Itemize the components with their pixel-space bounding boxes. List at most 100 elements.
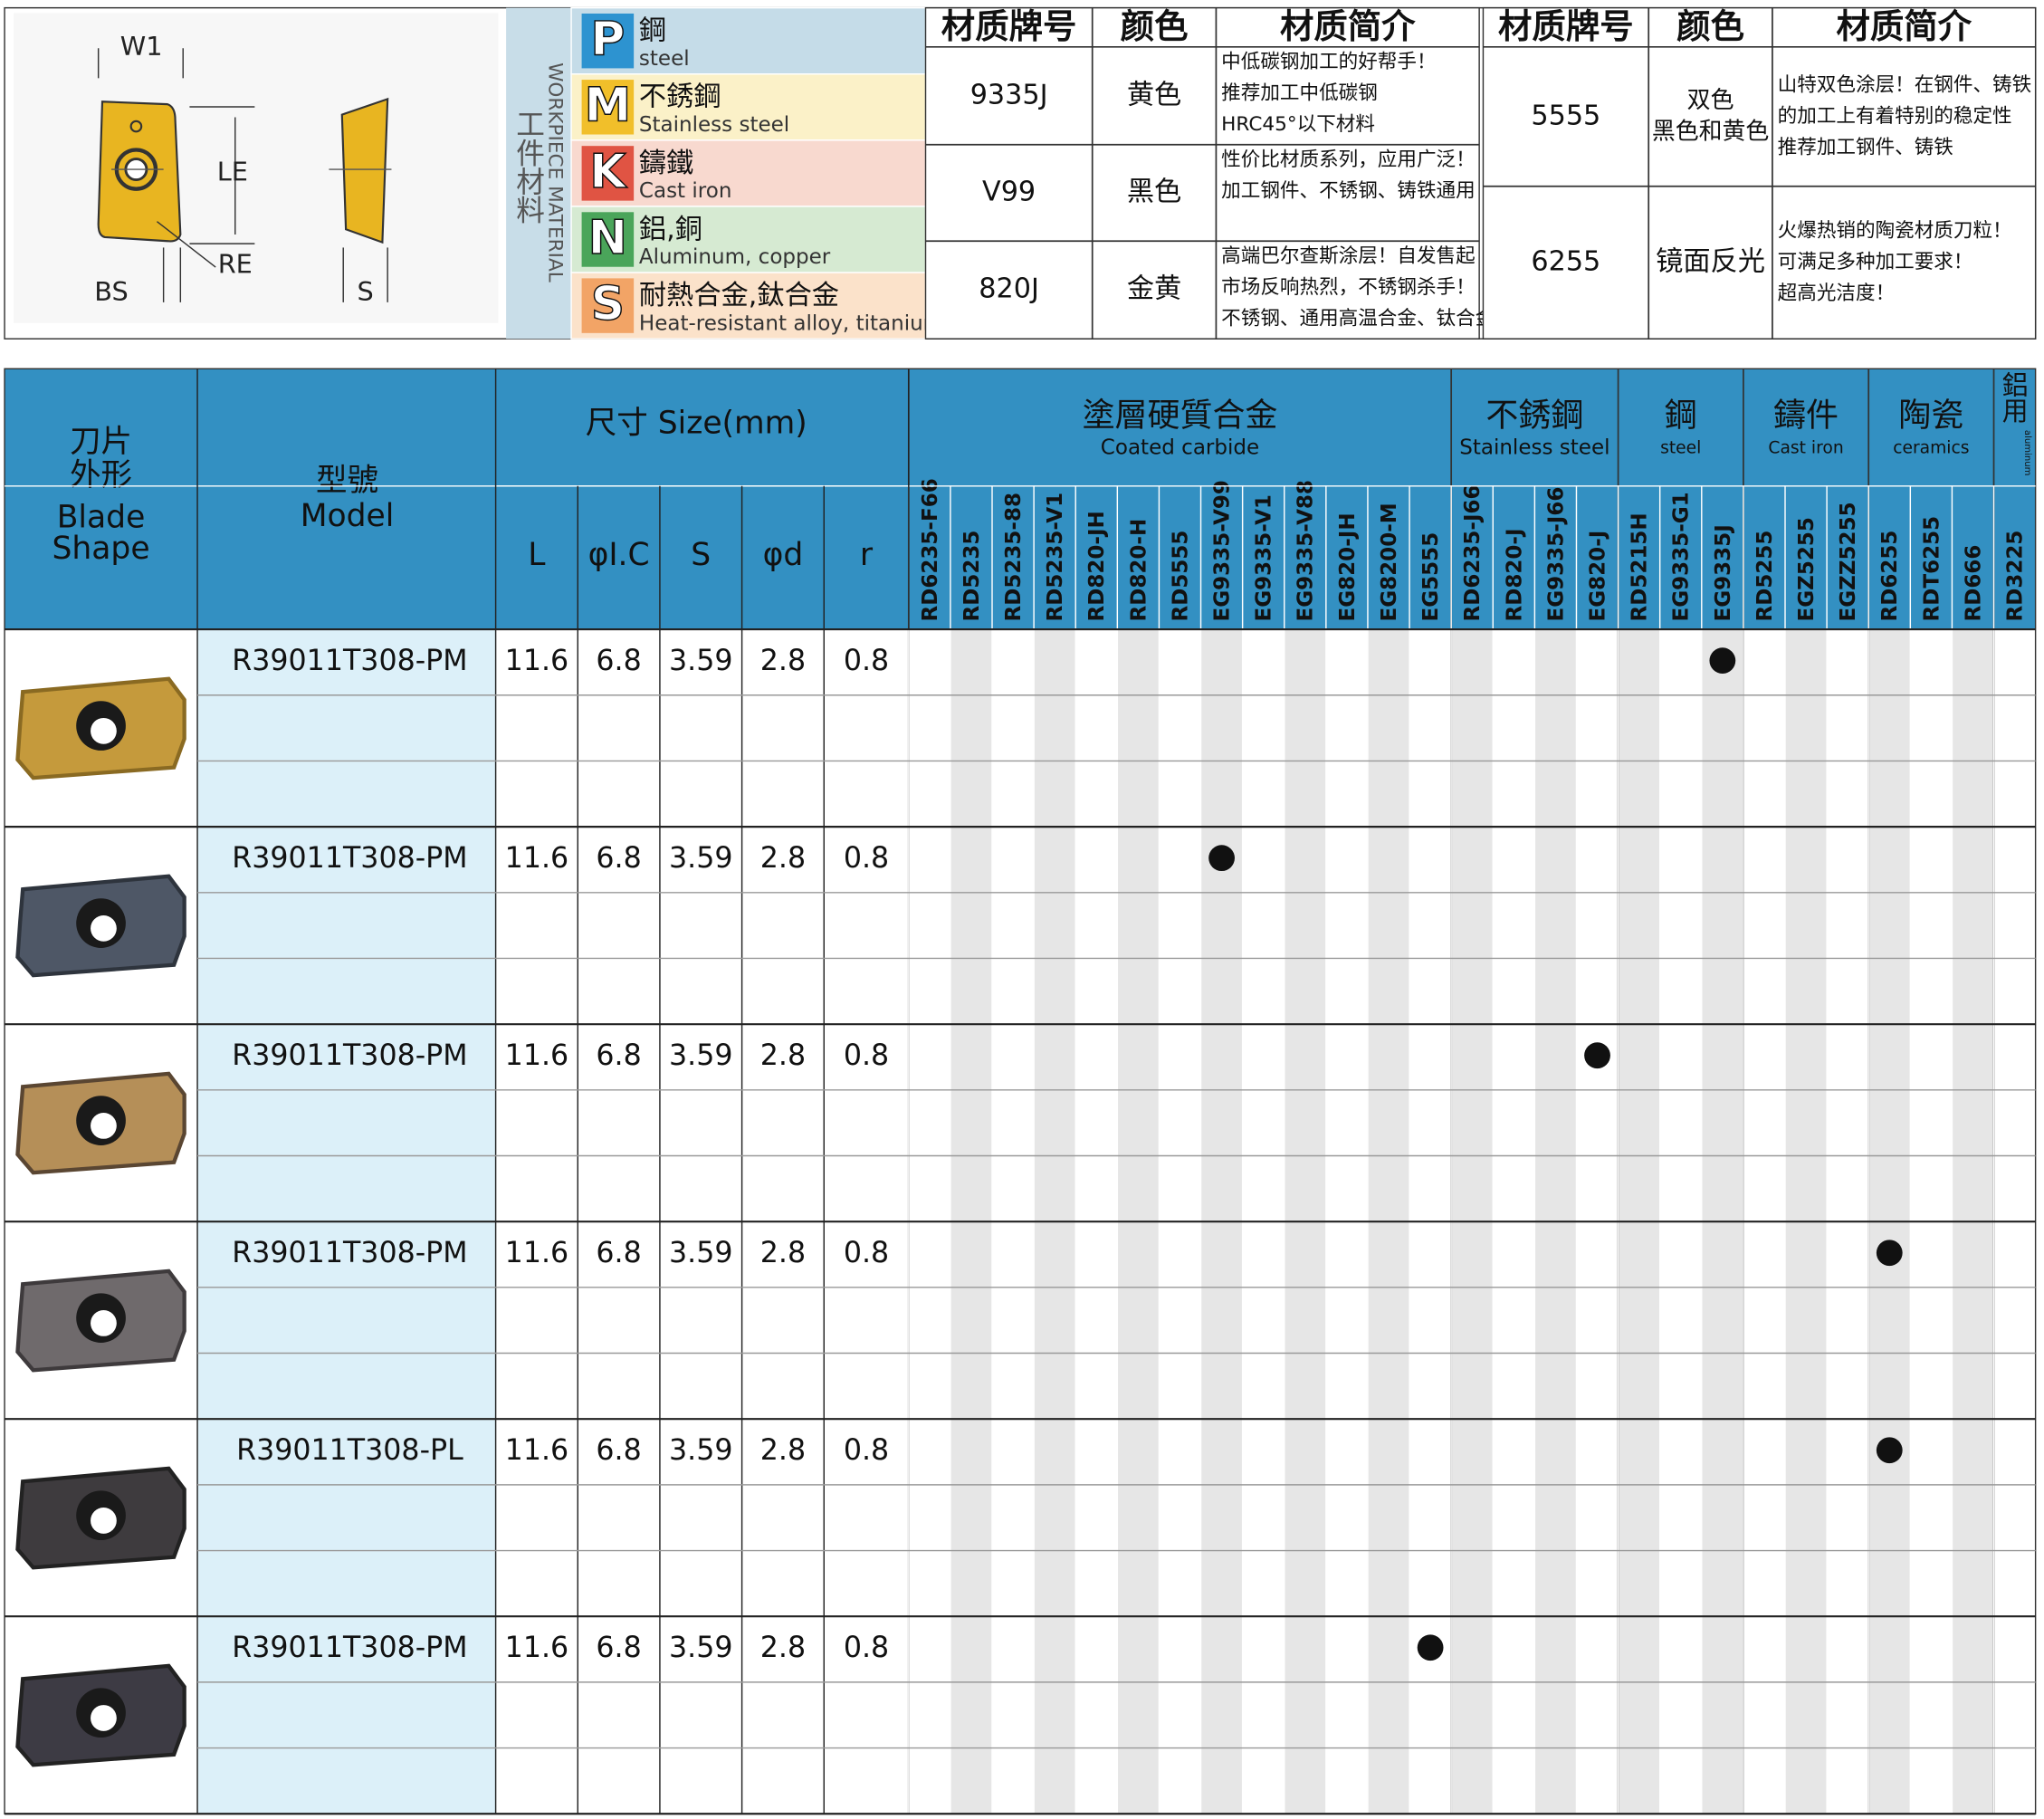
group-en: steel bbox=[1660, 439, 1701, 458]
size-value: 11.6 bbox=[505, 1039, 569, 1072]
model: R39011T308-PM bbox=[232, 1039, 467, 1072]
grade-label: EG9335-V1 bbox=[1253, 494, 1276, 621]
model: R39011T308-PM bbox=[232, 842, 467, 875]
grade-label: RD820-JH bbox=[1085, 511, 1109, 621]
grade-intro: 市场反响热烈，不锈钢杀手！ bbox=[1221, 276, 1476, 299]
grade-intro: 中低碳钢加工的好帮手！ bbox=[1221, 51, 1436, 73]
size-value: 11.6 bbox=[505, 1237, 569, 1269]
grade-color: 黄色 bbox=[1127, 79, 1181, 110]
material-en: WORKPIECE MATERIAL bbox=[543, 62, 566, 282]
diagram-label: BS bbox=[94, 276, 128, 307]
size-column: S bbox=[691, 537, 711, 573]
grade-label: RD5255 bbox=[1753, 531, 1777, 622]
diagram-label: RE bbox=[218, 249, 253, 280]
size-value: 2.8 bbox=[760, 1039, 806, 1072]
diagram-label: LE bbox=[217, 156, 248, 187]
material-zh: 不銹鋼 bbox=[639, 81, 721, 113]
size-value: 11.6 bbox=[505, 645, 569, 677]
grade-dot bbox=[1709, 647, 1736, 675]
grade-label: RD5555 bbox=[1169, 531, 1192, 622]
size-value: 6.8 bbox=[596, 1237, 641, 1269]
grade-name: 9335J bbox=[970, 79, 1048, 110]
grade-label: EG5555 bbox=[1419, 532, 1443, 622]
grade-label: RD5235-V1 bbox=[1044, 493, 1067, 622]
grade-label: RD820-J bbox=[1503, 528, 1526, 621]
material-badge bbox=[581, 212, 635, 267]
grade-label: RD3225 bbox=[2004, 531, 2028, 622]
size-value: 0.8 bbox=[844, 1237, 889, 1269]
material-badge bbox=[581, 146, 635, 201]
diagram-label: S bbox=[358, 276, 374, 307]
grade-name: 5555 bbox=[1531, 100, 1600, 131]
size-value: 2.8 bbox=[760, 842, 806, 875]
size-value: 3.59 bbox=[669, 645, 732, 677]
grade-dot bbox=[1584, 1042, 1610, 1069]
grade-intro: 山特双色涂层！在钢件、铸铁 bbox=[1778, 73, 2032, 96]
material-zh: 鋁,銅 bbox=[639, 214, 702, 245]
group-en: Stainless steel bbox=[1459, 436, 1609, 460]
group-en: aluminum bbox=[2022, 430, 2032, 475]
grade-label: RD5235-88 bbox=[1002, 493, 1026, 621]
material-letter: S bbox=[591, 277, 625, 331]
grade-label: RD6235-F66 bbox=[919, 478, 942, 621]
grade-dot bbox=[1417, 1634, 1444, 1661]
insert-photo-hole-in bbox=[91, 1508, 117, 1534]
group-zh: 陶瓷 bbox=[1898, 397, 1963, 435]
group-zh: 不銹鋼 bbox=[1485, 397, 1583, 435]
group-en: Cast iron bbox=[1768, 439, 1843, 458]
material-en: Heat-resistant alloy, titanium bbox=[639, 311, 943, 335]
size-column: L bbox=[528, 537, 546, 573]
grade-label: EGZ5255 bbox=[1795, 517, 1819, 621]
size-value: 2.8 bbox=[760, 1632, 806, 1664]
size-value: 6.8 bbox=[596, 842, 641, 875]
model: R39011T308-PM bbox=[232, 1632, 467, 1664]
grade-label: RD5235 bbox=[960, 531, 984, 622]
grade-intro: 高端巴尔查斯涂层！自发售起 bbox=[1221, 245, 1476, 268]
material-zh: 鑄鐵 bbox=[639, 148, 693, 179]
grade-dot bbox=[1876, 1240, 1903, 1267]
model-header: Model bbox=[301, 498, 395, 534]
material-letter: K bbox=[589, 145, 627, 199]
size-column: φI.C bbox=[588, 537, 650, 573]
grade-header: 材质牌号 bbox=[1498, 6, 1634, 46]
material-en: Cast iron bbox=[639, 179, 732, 203]
size-value: 2.8 bbox=[760, 1237, 806, 1269]
grade-dot bbox=[1876, 1437, 1903, 1464]
size-value: 3.59 bbox=[669, 1039, 732, 1072]
grade-label: EG820-J bbox=[1586, 531, 1609, 622]
size-value: 6.8 bbox=[596, 1434, 641, 1467]
grade-label: RD5215H bbox=[1629, 512, 1652, 621]
grade-header: 材质简介 bbox=[1280, 6, 1416, 46]
grade-intro: 的加工上有着特别的稳定性 bbox=[1778, 105, 2012, 128]
size-value: 0.8 bbox=[844, 1632, 889, 1664]
grade-intro: 超高光洁度！ bbox=[1778, 282, 1895, 305]
grade-intro: 推荐加工钢件、铸铁 bbox=[1778, 136, 1953, 158]
grade-name: V99 bbox=[982, 176, 1036, 207]
grade-color: 镜面反光 bbox=[1656, 245, 1765, 277]
grade-header: 材质简介 bbox=[1836, 6, 1972, 46]
group-en: Coated carbide bbox=[1101, 436, 1259, 460]
material-side bbox=[506, 7, 572, 340]
material-badge bbox=[581, 80, 635, 135]
group-en: ceramics bbox=[1893, 439, 1969, 458]
grade-color: 黑色和黄色 bbox=[1652, 119, 1769, 146]
grade-label: EG9335-V88 bbox=[1294, 480, 1318, 621]
diagram-label: W1 bbox=[120, 31, 163, 62]
grade-label: EG9335-G1 bbox=[1670, 492, 1694, 621]
header-bg bbox=[5, 369, 2036, 630]
shape-header: Shape bbox=[53, 531, 150, 567]
grade-intro: 推荐加工中低碳钢 bbox=[1221, 82, 1378, 105]
grade-name: 6255 bbox=[1531, 245, 1600, 277]
model: R39011T308-PM bbox=[232, 1237, 467, 1269]
insert-photo-hole-in bbox=[91, 1705, 117, 1731]
size-value: 0.8 bbox=[844, 842, 889, 875]
size-value: 0.8 bbox=[844, 645, 889, 677]
grade-label: RD6255 bbox=[1878, 531, 1902, 622]
grade-label: EG9335-V99 bbox=[1211, 480, 1235, 621]
grade-label: EG8200-M bbox=[1378, 503, 1401, 621]
material-en: steel bbox=[639, 47, 690, 71]
grade-color: 双色 bbox=[1687, 87, 1734, 114]
size-value: 0.8 bbox=[844, 1039, 889, 1072]
shape-header: 刀片 bbox=[70, 424, 132, 460]
